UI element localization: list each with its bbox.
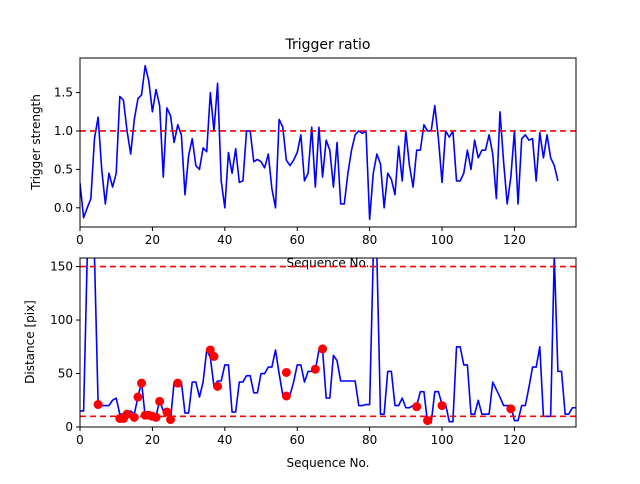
data-point	[155, 396, 165, 406]
data-point	[318, 344, 328, 354]
y-tick-label: 1.5	[54, 86, 73, 100]
data-point	[423, 416, 433, 426]
plot-frame	[79, 257, 577, 428]
data-point	[412, 402, 422, 412]
chart-title: Trigger ratio	[284, 37, 370, 53]
y-tick-label: 50	[58, 367, 73, 381]
x-tick-label: 120	[503, 433, 526, 447]
x-tick-label: 0	[76, 233, 84, 247]
x-tick-label: 120	[503, 233, 526, 247]
y-tick-label: 1.0	[54, 124, 73, 138]
y-tick-label: 150	[50, 260, 73, 274]
x-axis-label: Sequence No.	[287, 456, 370, 470]
y-tick-label: 0.0	[54, 201, 73, 215]
y-axis-label: Trigger strength	[29, 94, 43, 191]
data-point	[93, 400, 103, 410]
data-point	[173, 378, 183, 388]
x-tick-label: 40	[217, 433, 232, 447]
data-point	[166, 415, 176, 425]
distance-panel: Distance [pix] Sequence No. 0 20 40 60 80 100…	[23, 257, 577, 470]
x-tick-label: 40	[217, 233, 232, 247]
x-tick-label: 0	[76, 433, 84, 447]
x-tick-label: 20	[145, 433, 160, 447]
data-point	[506, 404, 516, 414]
data-point	[129, 412, 139, 422]
data-point	[151, 412, 161, 422]
plot-area	[80, 258, 576, 426]
y-tick-label: 100	[50, 313, 73, 327]
data-point	[162, 407, 172, 417]
x-tick-label: 100	[431, 233, 454, 247]
data-point	[209, 351, 219, 361]
y-axis-label: Distance [pix]	[23, 300, 37, 384]
data-point	[137, 378, 147, 388]
plot-frame	[79, 57, 577, 228]
plot-area	[80, 64, 576, 221]
data-point	[281, 367, 291, 377]
data-point	[213, 381, 223, 391]
data-point	[133, 392, 143, 402]
x-tick-label: 80	[362, 433, 377, 447]
x-tick-label: 80	[362, 233, 377, 247]
x-axis-label: Sequence No.	[287, 256, 370, 270]
x-tick-label: 20	[145, 233, 160, 247]
x-tick-label: 60	[290, 433, 305, 447]
x-tick-label: 60	[290, 233, 305, 247]
series-line	[80, 64, 559, 221]
data-point	[310, 364, 320, 374]
trigger-ratio-panel: Trigger ratio Trigger strength Sequence …	[29, 37, 577, 270]
y-tick-label: 0	[65, 420, 73, 434]
data-point	[437, 401, 447, 411]
x-tick-label: 100	[431, 433, 454, 447]
data-point	[281, 391, 291, 401]
y-tick-label: 0.5	[54, 162, 73, 176]
data-point	[122, 409, 132, 419]
